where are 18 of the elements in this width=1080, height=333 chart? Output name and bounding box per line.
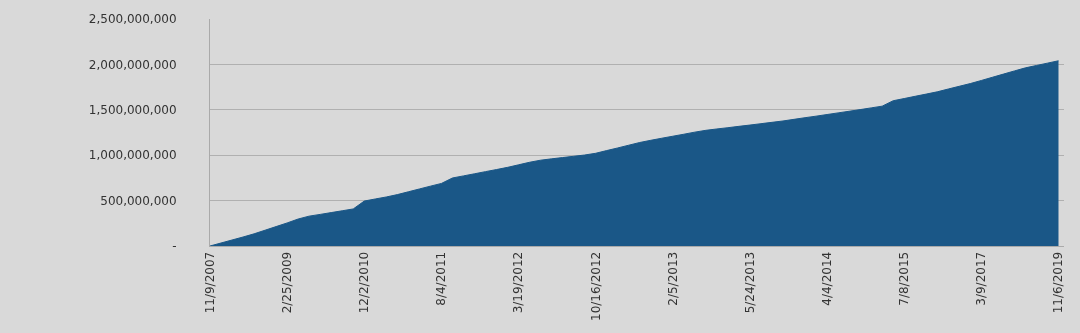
y-tick-label: 1,500,000,000 [88,103,177,117]
x-tick-label: 7/8/2015 [897,251,912,306]
y-tick-label: - [172,239,177,254]
x-tick-label: 3/19/2012 [511,251,526,314]
x-tick-label: 12/2/2010 [357,251,372,314]
x-tick-label: 10/16/2012 [588,251,603,321]
y-tick-label: 2,000,000,000 [88,57,177,72]
x-tick-label: 8/4/2011 [434,251,449,306]
y-tick-label: 2,500,000,000 [88,12,177,27]
x-tick-label: 3/9/2017 [974,251,989,306]
x-tick-label: 11/6/2019 [1051,251,1066,314]
x-tick-label: 2/25/2009 [280,251,295,314]
x-tick-label: 4/4/2014 [819,251,834,306]
y-tick-label: 1,000,000,000 [88,148,177,163]
y-tick-label: 500,000,000 [100,193,177,208]
x-tick-label: 2/5/2013 [665,251,680,306]
x-tick-label: 11/9/2007 [202,251,217,314]
x-tick-label: 5/24/2013 [742,251,757,314]
